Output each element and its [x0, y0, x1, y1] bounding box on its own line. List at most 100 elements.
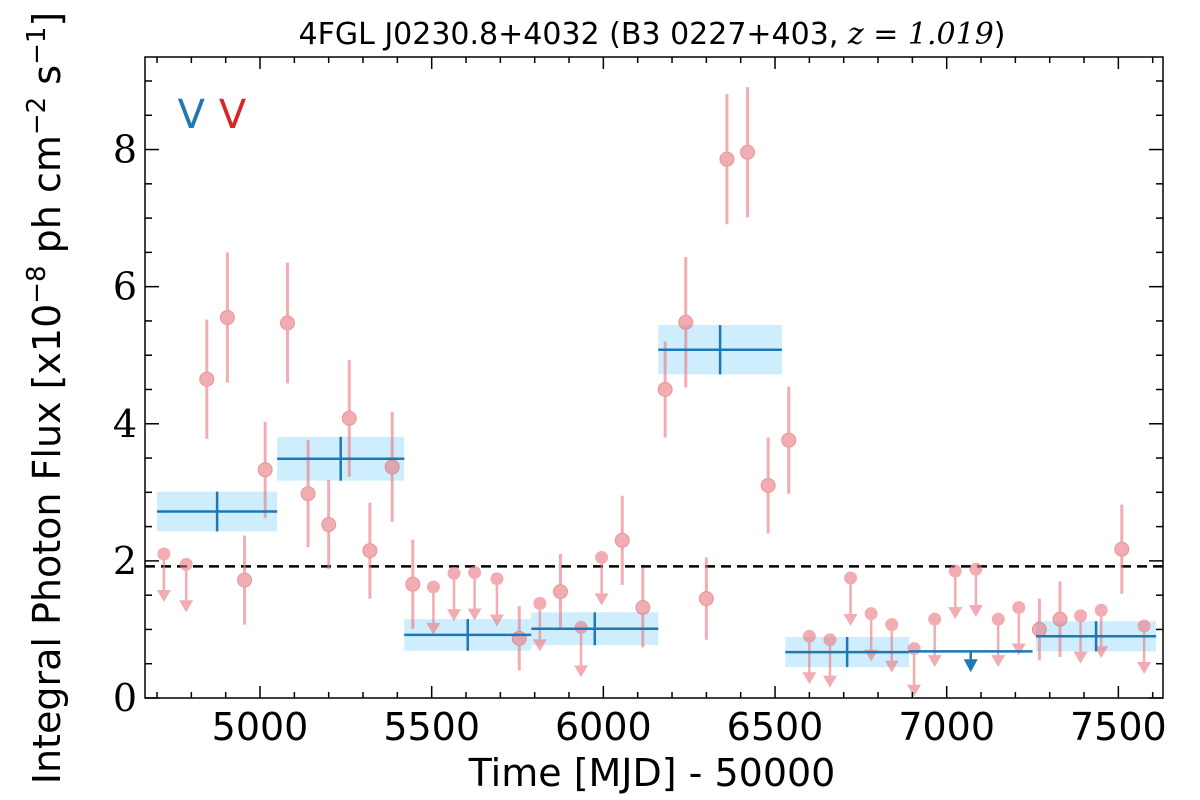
- data-point: [405, 539, 421, 629]
- data-point: [341, 360, 357, 477]
- upper-limit-marker: [489, 572, 504, 627]
- data-point: [1031, 598, 1047, 661]
- upper-limit-point: [885, 618, 899, 632]
- y-tick-label: 6: [113, 265, 137, 309]
- point-marker: [257, 462, 273, 478]
- point-marker: [321, 517, 337, 533]
- upper-limit-arrow-head: [884, 660, 899, 673]
- chart-title: 4FGL J0230.8+4032 (B3 0227+403, z = 1.01…: [298, 17, 1005, 52]
- event-marker-label: V: [178, 92, 206, 138]
- upper-limit-marker: [991, 612, 1006, 668]
- upper-limit-arrow-head: [532, 639, 547, 652]
- upper-limit-arrow-head: [802, 672, 817, 685]
- upper-limit-marker: [802, 629, 817, 685]
- x-tick-label: 7000: [898, 705, 995, 749]
- y-tick-label: 0: [113, 676, 137, 720]
- point-marker: [552, 584, 568, 600]
- point-marker: [1052, 611, 1068, 627]
- upper-limit-arrow-head: [426, 622, 441, 635]
- data-point: [384, 412, 400, 522]
- data-point: [321, 479, 337, 570]
- upper-limit-arrow-head: [1137, 661, 1152, 674]
- upper-limit-marker: [1094, 603, 1109, 659]
- y-tick-label: 4: [113, 402, 137, 446]
- data-point: [657, 341, 673, 438]
- upper-limit-arrow-head: [1094, 646, 1109, 659]
- data-point: [279, 262, 295, 384]
- data-point: [511, 606, 527, 671]
- point-marker: [279, 315, 295, 331]
- upper-limit-marker: [948, 564, 963, 620]
- upper-limit-point: [802, 629, 816, 643]
- upper-limit-marker: [467, 566, 482, 621]
- point-marker: [657, 381, 673, 397]
- x-axis-label: Time [MJD] - 50000: [468, 751, 836, 795]
- upper-limit-marker: [1137, 619, 1152, 674]
- upper-limit-point: [1074, 609, 1088, 623]
- data-point: [257, 421, 273, 518]
- point-marker: [760, 477, 776, 493]
- upper-limit-marker: [822, 633, 837, 688]
- upper-limit-arrow-head: [1011, 643, 1026, 656]
- upper-limit-point: [1137, 619, 1151, 633]
- data-point: [219, 252, 235, 383]
- upper-limit-arrow-head: [843, 613, 858, 626]
- point-marker: [219, 310, 235, 326]
- data-point: [760, 437, 776, 534]
- x-tick-label: 6000: [555, 705, 652, 749]
- upper-limit-point: [928, 612, 942, 626]
- upper-limit-point: [468, 566, 482, 580]
- data-point: [362, 502, 378, 599]
- point-marker: [698, 591, 714, 607]
- point-marker: [199, 371, 215, 387]
- data-point: [678, 257, 694, 388]
- upper-limit-marker: [156, 547, 171, 602]
- upper-limit-marker: [594, 550, 609, 606]
- point-marker: [405, 576, 421, 592]
- point-marker: [362, 543, 378, 559]
- block-upper-limit-head: [963, 659, 978, 673]
- x-tick-label: 7500: [1070, 705, 1167, 749]
- point-marker: [300, 486, 316, 502]
- upper-limit-arrow-head: [156, 589, 171, 602]
- upper-limit-arrow-head: [968, 605, 983, 618]
- plot-area: V V 5000 5500 6000 6500 7000 7500 0 2 4 6 8: [113, 56, 1167, 749]
- data-point: [199, 319, 215, 439]
- upper-limit-arrow-head: [927, 655, 942, 668]
- upper-limit-arrow-head: [907, 684, 922, 697]
- upper-limit-arrow-head: [447, 609, 462, 622]
- point-marker: [614, 532, 630, 548]
- data-point: [1052, 581, 1068, 657]
- point-marker: [740, 144, 756, 160]
- data-point: [719, 94, 735, 225]
- upper-limit-marker: [1011, 601, 1026, 656]
- upper-limit-point: [533, 596, 547, 610]
- data-point: [740, 87, 756, 218]
- upper-limit-marker: [884, 618, 899, 673]
- upper-limit-point: [991, 612, 1005, 626]
- point-marker: [511, 630, 527, 646]
- data-point: [552, 554, 568, 630]
- upper-limit-point: [157, 547, 171, 561]
- upper-limit-arrow-head: [467, 608, 482, 621]
- y-axis-label: Integral Photon Flux [x10−8 ph cm−2 s−1]: [22, 12, 69, 785]
- y-tick-label: 8: [113, 128, 137, 172]
- upper-limit-point: [948, 564, 962, 578]
- upper-limit-point: [1012, 601, 1026, 615]
- upper-limit-marker: [532, 596, 547, 652]
- upper-limit-arrow-head: [594, 593, 609, 606]
- event-marker-label: V: [219, 92, 247, 138]
- point-marker: [341, 410, 357, 426]
- upper-limit-point: [823, 633, 837, 647]
- upper-limit-marker: [968, 562, 983, 618]
- plot-frame: [144, 56, 1164, 699]
- upper-limit-arrow-head: [179, 600, 194, 613]
- upper-limit-point: [844, 571, 858, 585]
- y-tick-label: 2: [113, 539, 137, 583]
- upper-limit-point: [969, 562, 983, 576]
- data-point: [237, 535, 253, 625]
- upper-limit-point: [426, 580, 440, 594]
- point-marker: [384, 459, 400, 475]
- upper-limit-point: [179, 557, 193, 571]
- data-point: [781, 386, 797, 494]
